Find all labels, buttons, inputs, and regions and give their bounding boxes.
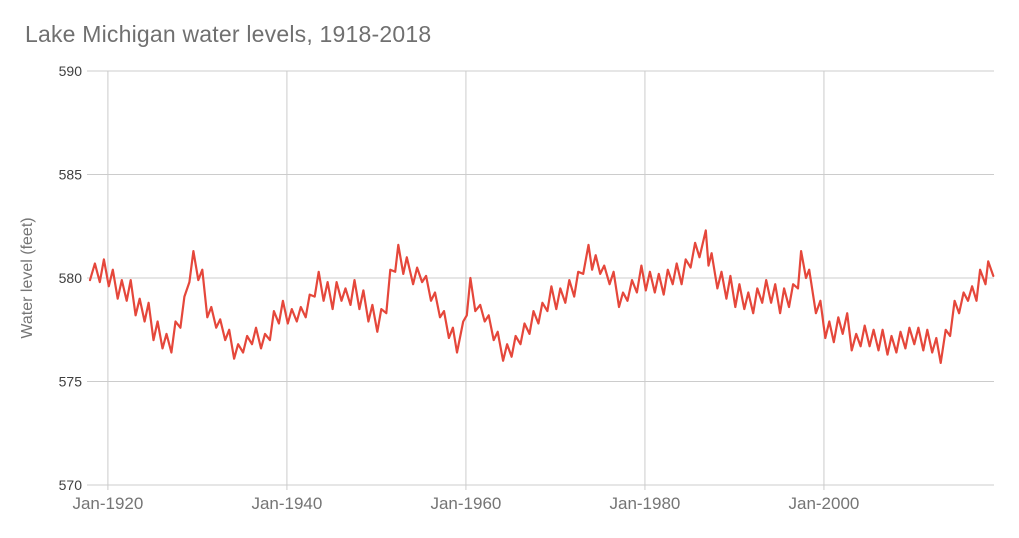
y-tick-label: 585 [59,167,83,183]
y-tick-label: 580 [59,270,83,286]
x-tick-label: Jan-2000 [788,494,859,513]
x-tick-label: Jan-1960 [430,494,501,513]
y-axis-title: Water level (feet) [19,217,36,338]
y-tick-label: 575 [59,374,83,390]
x-tick-label: Jan-1940 [251,494,322,513]
chart-title: Lake Michigan water levels, 1918-2018 [25,21,432,47]
y-tick-label: 590 [59,63,83,79]
x-tick-label: Jan-1920 [72,494,143,513]
water-level-line [88,229,995,364]
y-tick-label: 570 [59,477,83,493]
x-tick-label: Jan-1980 [609,494,680,513]
